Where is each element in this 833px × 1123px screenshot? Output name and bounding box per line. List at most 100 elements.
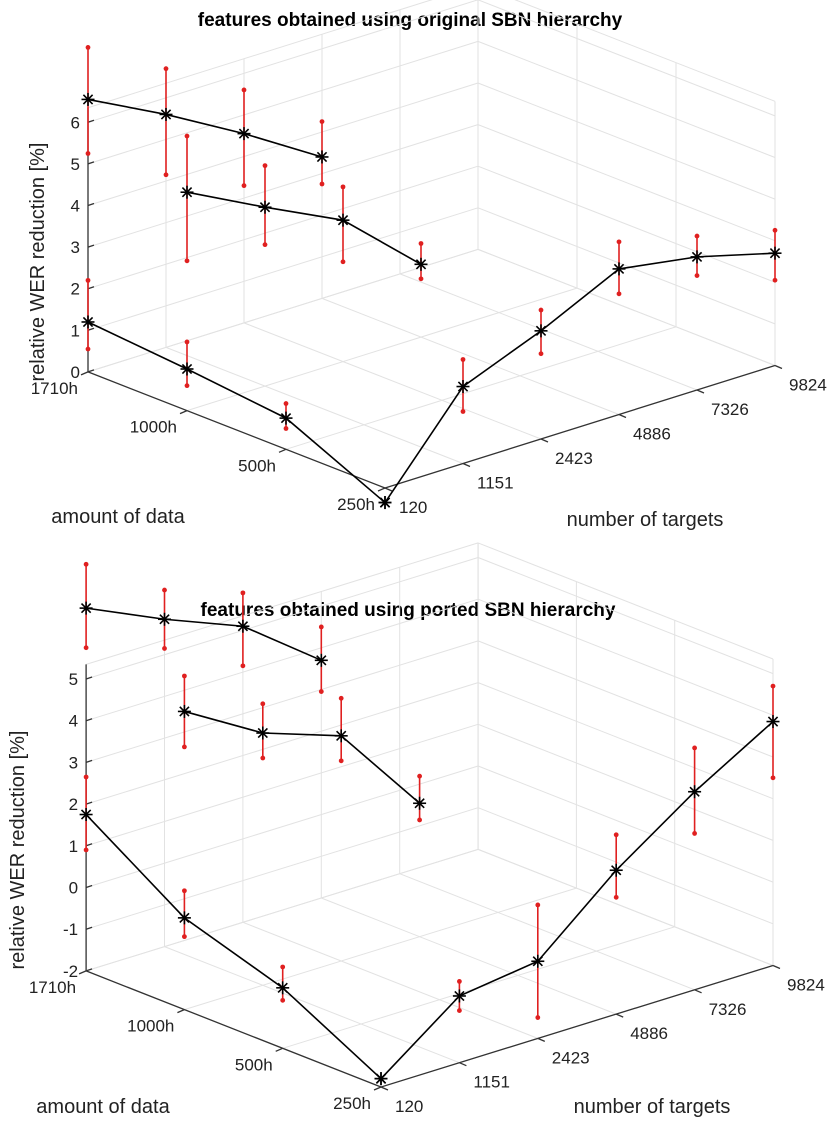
y-tick-mark [179, 410, 188, 415]
grid-line [477, 557, 774, 675]
z-tick-label: 2 [71, 280, 80, 299]
marker-stroke [259, 202, 271, 213]
grid-line [85, 640, 479, 763]
z-tick-label: 4 [71, 197, 80, 216]
marker-stroke [181, 187, 193, 198]
marker-stroke [691, 251, 703, 263]
error-cap [613, 894, 619, 900]
z-tick-mark [87, 161, 95, 165]
data-point-marker [315, 150, 329, 164]
data-series [79, 561, 780, 1086]
marker-stroke [613, 263, 625, 275]
y-axis-label: amount of data [51, 506, 185, 528]
marker-stroke [454, 990, 465, 1002]
error-cap [692, 831, 697, 836]
chart-original-sbn: features obtained using original SBN hie… [27, 0, 827, 531]
error-cap [85, 346, 91, 352]
grid-line [477, 640, 774, 758]
marker-stroke [457, 381, 469, 392]
z-tick-mark [87, 119, 95, 123]
error-cap [182, 673, 187, 679]
marker-stroke [80, 809, 92, 820]
y-axis-line [85, 970, 382, 1088]
x-axis-line [384, 364, 776, 489]
error-cap [613, 832, 619, 838]
data-point-marker [690, 250, 704, 264]
error-cap [770, 683, 776, 689]
error-cap [283, 401, 289, 406]
grid-line [514, 0, 776, 102]
marker-stroke [415, 259, 427, 270]
z-tick-label: 0 [71, 363, 80, 382]
marker-stroke [375, 1073, 387, 1084]
error-cap [283, 426, 289, 431]
error-cap [340, 184, 346, 190]
z-axis-label: relative WER reduction [%] [7, 731, 29, 970]
error-cap [340, 259, 346, 265]
chart-title: features obtained using ported SBN hiera… [201, 600, 616, 621]
grid-line [399, 873, 695, 991]
error-cap [418, 241, 424, 246]
data-point-marker [177, 911, 191, 925]
y-tick-label: 500h [235, 1055, 273, 1074]
marker-stroke [611, 865, 622, 876]
grid-line [399, 273, 698, 391]
y-tick-label: 1710h [31, 379, 78, 398]
data-point-marker [378, 496, 392, 510]
grid-line [477, 723, 774, 841]
grid-line [477, 0, 776, 117]
error-cap [535, 1015, 541, 1020]
x-tick-label: 120 [395, 1097, 423, 1116]
error-cap [240, 663, 246, 669]
error-cap [319, 181, 325, 187]
series-line [87, 98, 323, 158]
z-tick-label: 0 [69, 879, 78, 898]
error-cap [83, 774, 89, 780]
x-tick-label: 2423 [552, 1048, 590, 1067]
data-point-marker [81, 315, 95, 329]
error-cap [260, 701, 266, 707]
data-point-marker [81, 92, 95, 106]
z-axis-label: relative WER reduction [%] [27, 143, 49, 382]
z-tick-mark [85, 676, 93, 680]
z-tick-mark [87, 202, 95, 207]
x-tick-mark [537, 1037, 546, 1042]
data-point-marker [414, 257, 428, 271]
grid-line [85, 557, 479, 680]
error-cap [460, 357, 466, 362]
marker-stroke [337, 214, 349, 226]
marker-stroke [414, 798, 425, 809]
grid-line [477, 207, 776, 325]
error-cap [418, 276, 424, 282]
x-tick-label: 1151 [473, 1073, 510, 1092]
grid-line [87, 124, 479, 248]
z-tick-mark [85, 843, 93, 847]
z-tick-label: -2 [63, 962, 78, 981]
grid-line [477, 682, 774, 800]
error-cap [770, 775, 776, 781]
x-tick-label: 4886 [633, 425, 671, 444]
grid-line [85, 765, 479, 888]
marker-stroke [316, 151, 328, 163]
chart-title: features obtained using original SBN hie… [198, 10, 623, 31]
x-tick-label: 120 [399, 498, 427, 517]
z-tick-mark [85, 718, 93, 722]
marker-stroke [179, 706, 190, 717]
x-tick-mark [384, 487, 393, 492]
y-tick-mark [78, 970, 87, 975]
y-tick-label: 1000h [130, 418, 177, 437]
grid-line [87, 40, 479, 165]
z-tick-label: -1 [63, 920, 78, 939]
y-tick-label: 250h [337, 495, 375, 514]
marker-stroke [336, 730, 347, 741]
grid-line [85, 598, 479, 722]
grid-line [87, 207, 479, 331]
error-cap [162, 587, 167, 593]
y-tick-mark [275, 1047, 283, 1052]
chart-ported-sbn: features obtained using ported SBN hiera… [7, 542, 825, 1118]
x-tick-mark [380, 1086, 389, 1091]
marker-stroke [82, 94, 94, 105]
z-tick-label: 3 [71, 238, 80, 257]
marker-stroke [257, 727, 268, 739]
error-cap [457, 1008, 462, 1013]
